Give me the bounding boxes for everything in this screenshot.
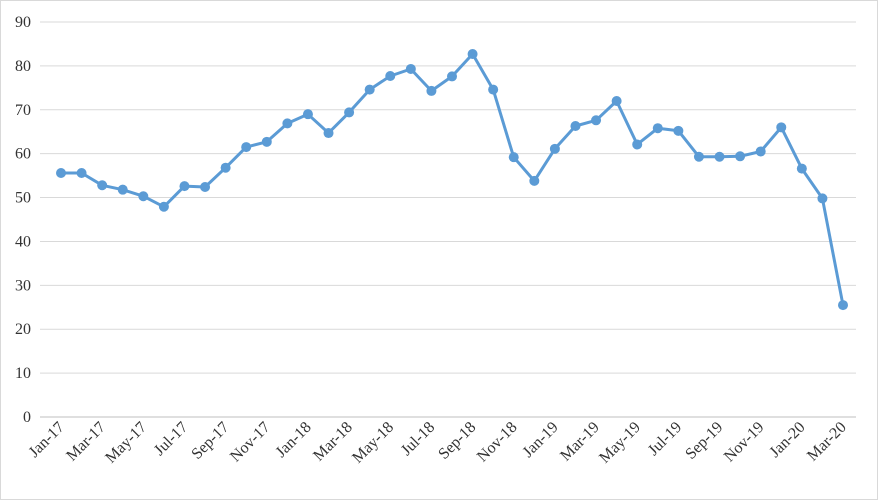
- data-point: [488, 84, 499, 95]
- data-point: [405, 63, 416, 74]
- x-tick-label: Nov-18: [474, 419, 521, 466]
- data-point: [138, 191, 149, 202]
- data-point: [467, 49, 478, 60]
- x-tick-label: Mar-19: [557, 419, 603, 465]
- data-point: [385, 70, 396, 81]
- x-tick-label: Sep-19: [682, 419, 726, 463]
- data-point: [632, 139, 643, 150]
- x-tick-label: Mar-20: [804, 419, 850, 465]
- x-tick-label: Nov-17: [227, 419, 274, 466]
- data-point: [76, 167, 87, 178]
- x-tick-label: Jan-20: [766, 419, 808, 461]
- data-point: [426, 85, 437, 96]
- data-point: [693, 151, 704, 162]
- data-point: [508, 152, 519, 163]
- x-tick-label: Sep-17: [188, 419, 232, 463]
- data-point: [755, 146, 766, 157]
- data-point: [241, 142, 252, 153]
- x-tick-label: Jan-19: [520, 419, 562, 461]
- data-point: [673, 125, 684, 136]
- data-point: [117, 184, 128, 195]
- x-tick-label: Sep-18: [435, 419, 479, 463]
- y-tick-label: 60: [15, 146, 31, 163]
- x-tick-label: May-18: [349, 419, 397, 467]
- data-point: [570, 121, 581, 132]
- data-point: [282, 118, 293, 129]
- x-tick-label: Mar-18: [310, 419, 356, 465]
- y-tick-label: 40: [15, 233, 31, 250]
- series-points: [56, 49, 848, 311]
- data-point: [735, 151, 746, 162]
- data-point: [652, 123, 663, 134]
- x-tick-label: Mar-17: [63, 419, 109, 465]
- data-point: [447, 71, 457, 82]
- data-point: [261, 136, 272, 147]
- data-point: [56, 167, 66, 178]
- data-point: [323, 128, 334, 139]
- x-tick-label: Jul-17: [151, 419, 191, 459]
- y-tick-label: 0: [23, 409, 31, 426]
- x-tick-label: Jul-19: [645, 419, 685, 459]
- data-point: [158, 201, 169, 212]
- data-point: [344, 107, 355, 118]
- data-point: [220, 162, 231, 173]
- y-tick-label: 70: [15, 102, 31, 119]
- data-point: [549, 143, 560, 154]
- x-tick-label: Jul-18: [398, 419, 438, 459]
- y-axis-ticks: 0 10 20 30 40 50 60 70 80 90: [15, 14, 31, 426]
- y-tick-label: 90: [15, 14, 31, 31]
- data-point: [364, 84, 375, 95]
- data-point: [714, 151, 725, 162]
- grid-lines: [40, 21, 856, 418]
- data-point: [97, 180, 108, 191]
- x-tick-label: Jan-18: [273, 419, 315, 461]
- data-point: [302, 109, 313, 120]
- data-point: [776, 122, 787, 133]
- data-point: [529, 175, 540, 186]
- data-point: [817, 193, 828, 204]
- y-tick-label: 50: [15, 190, 31, 207]
- x-tick-label: Nov-19: [721, 419, 768, 466]
- series-line-layer: [61, 52, 845, 306]
- data-point: [179, 181, 190, 192]
- data-point: [838, 300, 848, 311]
- data-point: [591, 115, 602, 126]
- y-tick-label: 80: [15, 58, 31, 75]
- data-point: [611, 96, 622, 106]
- y-tick-label: 20: [15, 321, 31, 338]
- x-tick-label: May-19: [596, 419, 644, 467]
- series-line: [61, 52, 845, 306]
- x-tick-label: Jan-17: [26, 419, 68, 461]
- y-tick-label: 30: [15, 277, 31, 294]
- data-point: [200, 182, 211, 193]
- data-point: [796, 163, 807, 174]
- y-tick-label: 10: [15, 365, 31, 382]
- x-tick-label: May-17: [102, 419, 150, 467]
